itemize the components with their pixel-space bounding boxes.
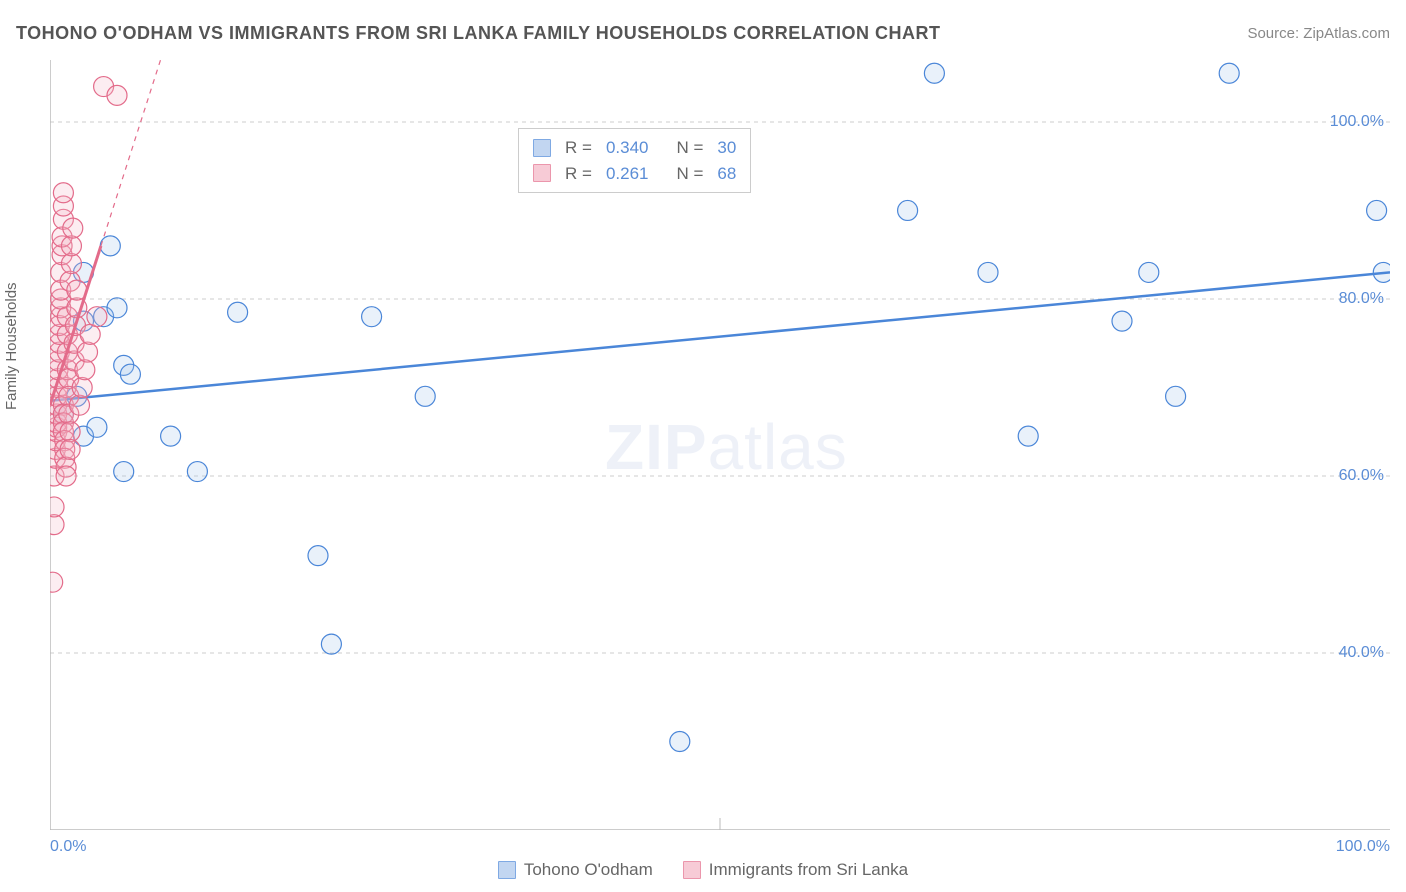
y-tick-label: 80.0% bbox=[1339, 290, 1384, 308]
chart-title: TOHONO O'ODHAM VS IMMIGRANTS FROM SRI LA… bbox=[16, 23, 940, 44]
chart-area: R =0.340N =30R =0.261N =68 ZIPatlas 40.0… bbox=[50, 60, 1390, 830]
legend-item: Tohono O'odham bbox=[498, 860, 653, 880]
legend-swatch bbox=[498, 861, 516, 879]
y-tick-label: 40.0% bbox=[1339, 644, 1384, 662]
r-value: 0.340 bbox=[606, 135, 649, 161]
stats-legend-box: R = 0.340 N = 30 R = 0.261 N = 68 bbox=[518, 128, 751, 193]
stats-row: R = 0.261 N = 68 bbox=[533, 161, 736, 187]
n-label: N = bbox=[676, 161, 703, 187]
bottom-legend: Tohono O'odham Immigrants from Sri Lanka bbox=[0, 860, 1406, 880]
legend-swatch bbox=[533, 139, 551, 157]
y-tick-label: 100.0% bbox=[1330, 113, 1384, 131]
n-value: 30 bbox=[717, 135, 736, 161]
legend-swatch bbox=[683, 861, 701, 879]
n-label: N = bbox=[676, 135, 703, 161]
stats-row: R = 0.340 N = 30 bbox=[533, 135, 736, 161]
x-tick-label: 0.0% bbox=[50, 838, 86, 856]
n-value: 68 bbox=[717, 161, 736, 187]
y-axis-label: Family Households bbox=[3, 282, 20, 410]
r-value: 0.261 bbox=[606, 161, 649, 187]
legend-item: Immigrants from Sri Lanka bbox=[683, 860, 908, 880]
legend-label: Tohono O'odham bbox=[524, 860, 653, 880]
r-label: R = bbox=[565, 161, 592, 187]
header: TOHONO O'ODHAM VS IMMIGRANTS FROM SRI LA… bbox=[16, 18, 1390, 48]
source-label: Source: ZipAtlas.com bbox=[1247, 25, 1390, 42]
y-tick-label: 60.0% bbox=[1339, 467, 1384, 485]
legend-label: Immigrants from Sri Lanka bbox=[709, 860, 908, 880]
r-label: R = bbox=[565, 135, 592, 161]
x-tick-label: 100.0% bbox=[1336, 838, 1390, 856]
legend-swatch bbox=[533, 164, 551, 182]
